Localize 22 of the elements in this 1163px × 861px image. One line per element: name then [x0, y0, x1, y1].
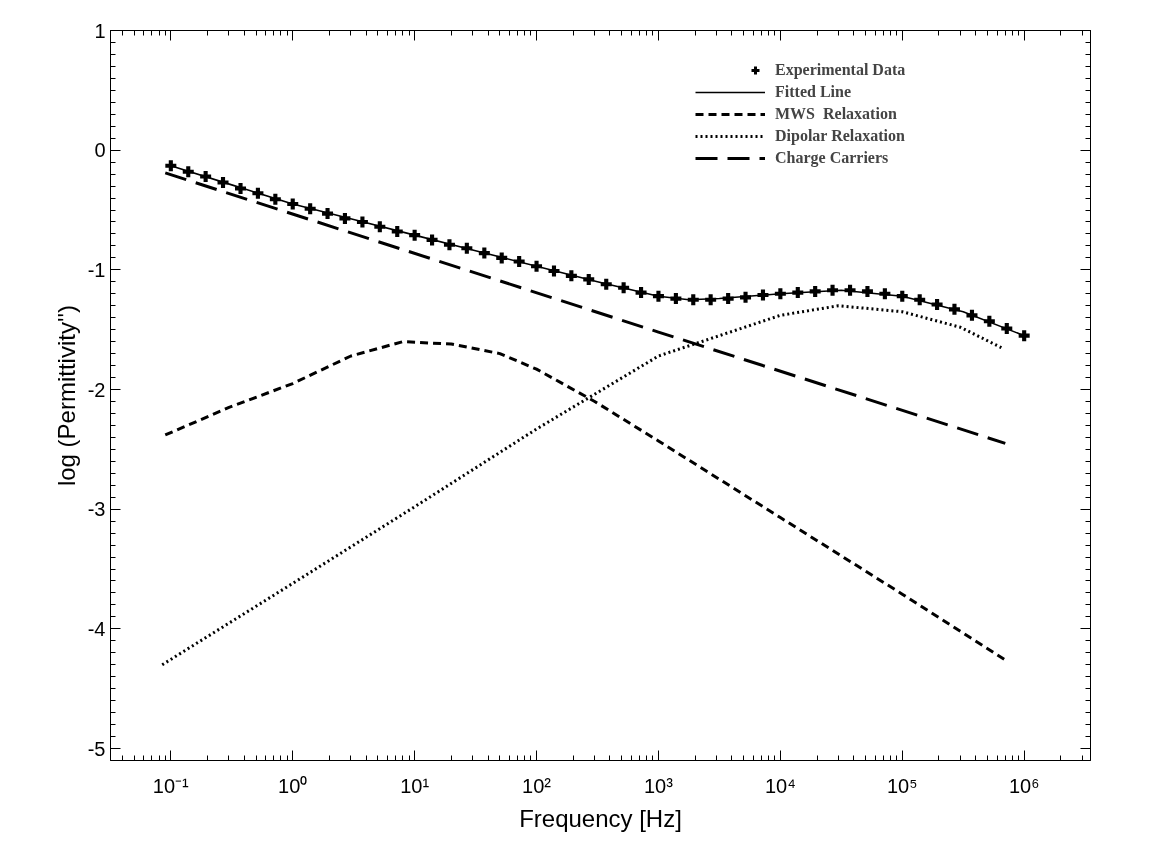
y-tick-label: -4 [87, 617, 106, 640]
x-tick-label: 10¹ [400, 774, 430, 797]
x-tick-label: 10⁵ [887, 774, 918, 797]
legend-label: Charge Carriers [775, 149, 889, 167]
x-tick-label: 10⁴ [764, 774, 796, 797]
x-axis-title: Frequency [Hz] [519, 804, 682, 832]
y-tick-label: -5 [87, 737, 106, 760]
y-tick-label: 1 [94, 19, 106, 42]
x-tick-label: 10³ [644, 774, 674, 797]
y-tick-label: 0 [94, 139, 106, 162]
x-tick-label: 10² [522, 774, 552, 797]
y-tick-label: -1 [87, 258, 106, 281]
y-tick-label: -3 [87, 498, 106, 521]
legend-label: MWS Relaxation [775, 105, 897, 123]
x-tick-label: 10⁰ [278, 774, 308, 797]
legend-label: Experimental Data [775, 61, 906, 79]
x-tick-label: 10⁻¹ [152, 774, 190, 797]
legend-label: Fitted Line [775, 83, 851, 101]
y-tick-label: -2 [87, 378, 106, 401]
y-axis-title: log (Permittivity'') [52, 304, 80, 487]
legend-label: Dipolar Relaxation [775, 127, 905, 145]
x-tick-label: 10⁶ [1008, 774, 1040, 797]
